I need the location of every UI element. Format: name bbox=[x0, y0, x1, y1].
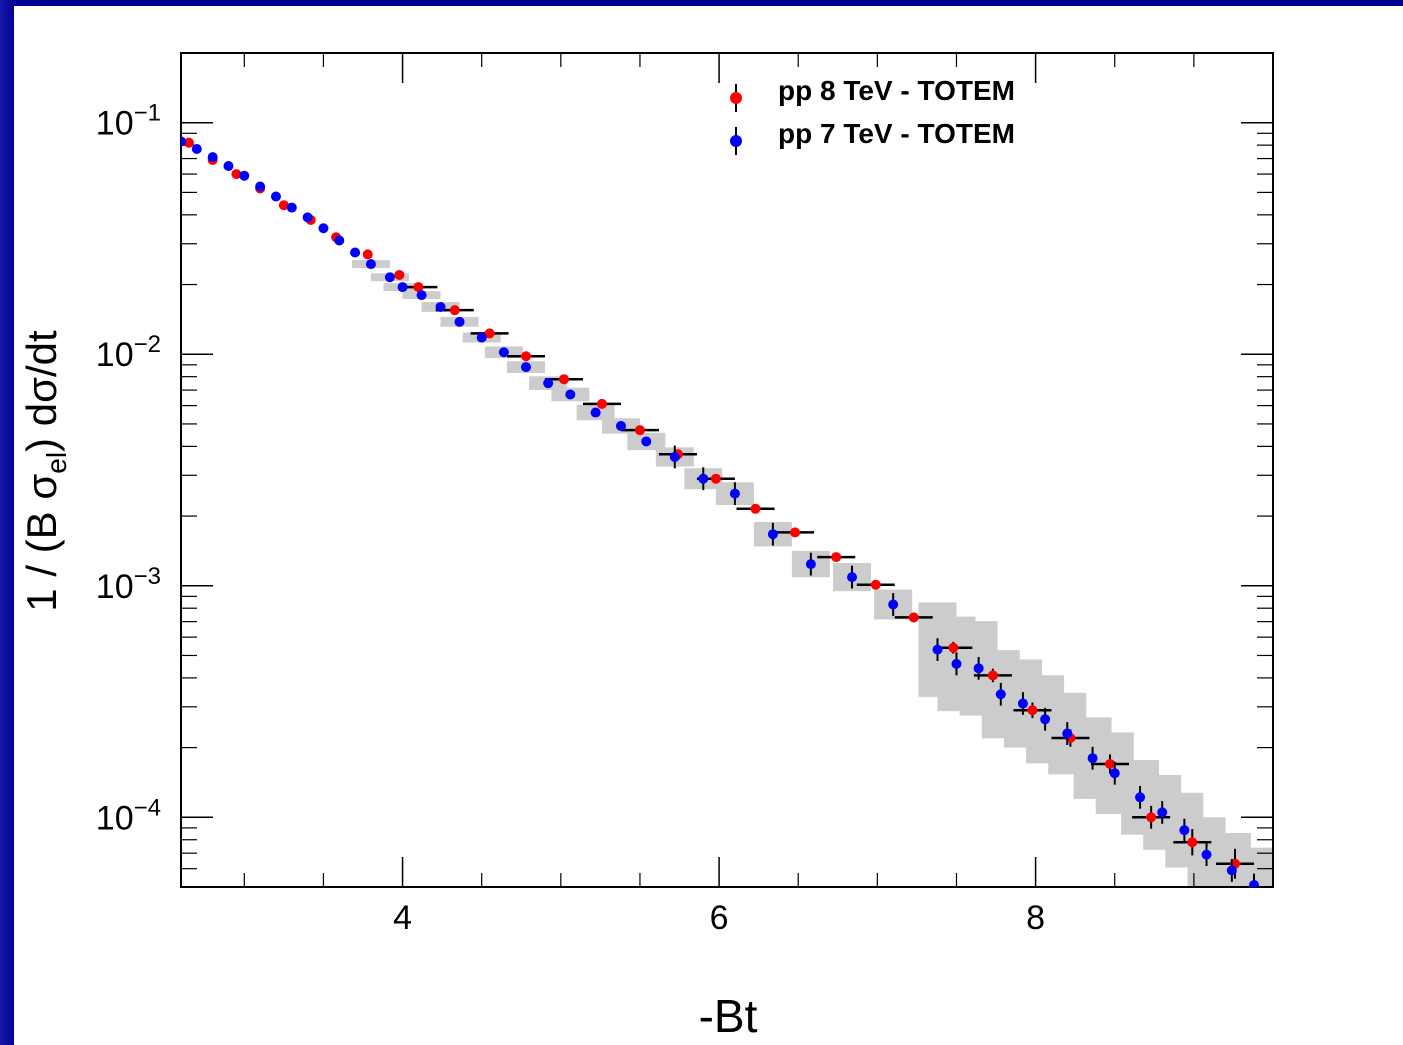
point-7tev bbox=[1087, 753, 1098, 764]
point-7tev bbox=[454, 316, 465, 327]
point-8tev bbox=[790, 527, 801, 538]
point-7tev bbox=[223, 161, 234, 172]
point-7tev bbox=[615, 420, 626, 431]
point-8tev bbox=[1187, 837, 1198, 848]
point-8tev bbox=[908, 612, 919, 623]
point-8tev bbox=[449, 305, 460, 316]
point-7tev bbox=[1226, 865, 1237, 876]
point-7tev bbox=[995, 689, 1006, 700]
legend-label: pp 8 TeV - TOTEM bbox=[778, 75, 1015, 106]
point-7tev bbox=[302, 212, 313, 223]
point-7tev bbox=[239, 170, 250, 181]
point-7tev bbox=[521, 362, 532, 373]
point-7tev bbox=[255, 181, 266, 192]
y-axis-title-text: 1 / (B σel) dσ/dt bbox=[18, 330, 72, 612]
legend-marker bbox=[730, 135, 742, 147]
x-tick-label: 4 bbox=[393, 899, 412, 937]
point-7tev bbox=[350, 247, 361, 258]
point-7tev bbox=[888, 599, 899, 610]
point-7tev bbox=[286, 202, 297, 213]
y-tick-label: 10−4 bbox=[96, 794, 161, 837]
point-7tev bbox=[973, 663, 984, 674]
point-8tev bbox=[394, 269, 405, 280]
point-7tev bbox=[805, 559, 816, 570]
point-8tev bbox=[948, 642, 959, 653]
legend: pp 8 TeV - TOTEM pp 7 TeV - TOTEM bbox=[730, 75, 1015, 155]
point-7tev bbox=[191, 143, 202, 154]
point-8tev bbox=[831, 552, 842, 563]
legend-label: pp 7 TeV - TOTEM bbox=[778, 118, 1015, 149]
point-7tev bbox=[932, 644, 943, 655]
point-7tev bbox=[1135, 792, 1146, 803]
point-7tev bbox=[384, 272, 395, 283]
point-8tev bbox=[1146, 812, 1157, 823]
point-7tev bbox=[641, 436, 652, 447]
point-7tev bbox=[767, 529, 778, 540]
point-8tev bbox=[484, 328, 495, 339]
point-7tev bbox=[1017, 698, 1028, 709]
plot-frame bbox=[180, 52, 1274, 888]
point-8tev bbox=[183, 137, 194, 148]
systematic-bands bbox=[351, 260, 1273, 887]
point-7tev bbox=[207, 152, 218, 163]
point-7tev bbox=[729, 488, 740, 499]
y-tick-label: 10−1 bbox=[96, 100, 161, 143]
legend-marker bbox=[730, 92, 742, 104]
point-7tev bbox=[476, 332, 487, 343]
point-7tev bbox=[698, 473, 709, 484]
point-8tev bbox=[278, 200, 289, 211]
point-7tev bbox=[1201, 849, 1212, 860]
point-7tev bbox=[498, 347, 509, 358]
point-7tev bbox=[270, 191, 281, 202]
x-tick-label: 8 bbox=[1026, 899, 1045, 937]
point-7tev bbox=[847, 572, 858, 583]
point-7tev bbox=[397, 282, 408, 293]
x-axis-title: -Bt bbox=[699, 990, 758, 1042]
point-7tev bbox=[435, 301, 446, 312]
point-8tev bbox=[231, 169, 242, 180]
point-8tev bbox=[413, 282, 424, 293]
point-7tev bbox=[181, 136, 186, 147]
y-tick-label: 10−3 bbox=[96, 563, 161, 606]
point-7tev bbox=[416, 290, 427, 301]
point-8tev bbox=[362, 249, 373, 260]
point-7tev bbox=[334, 235, 345, 246]
point-8tev bbox=[1104, 758, 1115, 769]
point-8tev bbox=[521, 351, 532, 362]
point-7tev bbox=[1109, 768, 1120, 779]
point-7tev bbox=[365, 259, 376, 270]
x-tick-label: 6 bbox=[710, 899, 729, 937]
axis-ticks: 4 6 8 10−1 10−2 10−3 10−4 bbox=[96, 52, 1273, 937]
point-8tev bbox=[558, 374, 569, 385]
data-marks bbox=[181, 136, 1260, 887]
point-7tev bbox=[590, 407, 601, 418]
point-8tev bbox=[634, 425, 645, 436]
point-7tev bbox=[543, 378, 554, 389]
y-tick-label: 10−2 bbox=[96, 331, 161, 374]
point-8tev bbox=[987, 670, 998, 681]
point-7tev bbox=[1249, 880, 1260, 887]
point-8tev bbox=[710, 473, 721, 484]
point-8tev bbox=[750, 503, 761, 514]
chart-panel: 4 6 8 10−1 10−2 10−3 10−4 pp 8 TeV - TOTEM pp 7… bbox=[14, 6, 1403, 1045]
point-7tev bbox=[318, 223, 329, 234]
point-7tev bbox=[669, 451, 680, 462]
point-7tev bbox=[1040, 714, 1051, 725]
point-7tev bbox=[1157, 807, 1168, 818]
point-7tev bbox=[951, 658, 962, 669]
point-8tev bbox=[870, 579, 881, 590]
point-7tev bbox=[1062, 728, 1073, 739]
point-8tev bbox=[1027, 705, 1038, 716]
y-axis-title: 1 / (B σel) dσ/dt bbox=[18, 330, 72, 612]
point-7tev bbox=[565, 389, 576, 400]
chart-svg: 4 6 8 10−1 10−2 10−3 10−4 pp 8 TeV - TOTEM pp 7… bbox=[18, 52, 1274, 1042]
point-8tev bbox=[596, 398, 607, 409]
point-7tev bbox=[1179, 825, 1190, 836]
